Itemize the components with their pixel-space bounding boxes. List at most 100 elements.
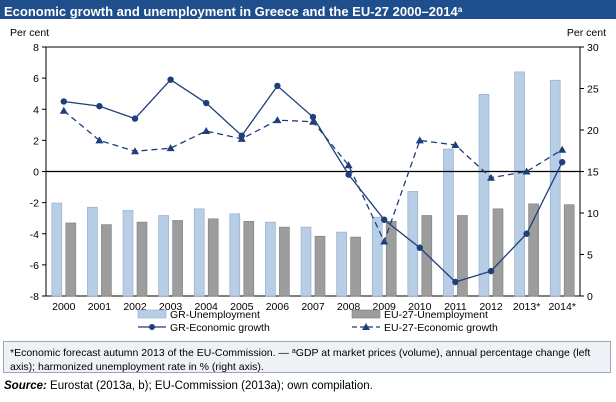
point-eu27-growth <box>237 134 246 142</box>
left-tick-label: 0 <box>33 167 39 179</box>
left-tick-label: 6 <box>33 73 39 85</box>
right-tick-label: 30 <box>587 42 599 54</box>
point-eu27-growth <box>558 145 567 153</box>
point-eu27-growth <box>380 237 389 245</box>
chart-title: Economic growth and unemployment in Gree… <box>0 0 616 19</box>
point-eu27-growth <box>415 136 424 144</box>
bar-gr-unemployment <box>158 215 169 297</box>
bar-gr-unemployment <box>193 208 205 297</box>
bar-eu27-unemployment <box>350 236 361 297</box>
x-tick-label: 2001 <box>88 301 112 313</box>
chart-footnote: *Economic forecast autumn 2013 of the EU… <box>3 341 611 373</box>
bar-gr-unemployment <box>336 231 347 297</box>
bar-eu27-unemployment <box>563 204 575 297</box>
left-tick-label: -2 <box>30 198 39 210</box>
point-eu27-growth <box>344 161 353 169</box>
x-tick-label: 2006 <box>266 301 290 313</box>
legend-marker <box>149 324 155 330</box>
point-gr-growth <box>487 267 495 275</box>
bar-eu27-unemployment <box>172 220 183 297</box>
point-eu27-growth <box>522 167 531 175</box>
bar-gr-unemployment <box>87 206 98 297</box>
point-eu27-growth <box>273 116 282 124</box>
point-eu27-growth <box>131 147 139 155</box>
left-tick-label: 8 <box>33 42 39 54</box>
left-tick-label: -4 <box>30 229 39 241</box>
left-axis-label: Per cent <box>10 27 49 39</box>
point-gr-growth <box>60 98 67 105</box>
point-gr-growth <box>309 113 317 121</box>
legend-label: GR-Unemployment <box>170 309 260 321</box>
x-tick-label: 2012 <box>479 301 503 313</box>
x-tick-label: 2013* <box>513 301 540 313</box>
bar-eu27-unemployment <box>101 224 112 297</box>
legend-marker <box>362 323 370 330</box>
point-gr-growth <box>274 82 281 90</box>
point-eu27-growth <box>309 117 317 125</box>
legend-swatch <box>351 309 381 319</box>
right-tick-label: 10 <box>587 208 599 220</box>
point-eu27-growth <box>166 144 175 152</box>
left-tick-label: -8 <box>30 291 39 303</box>
point-gr-growth <box>96 102 103 110</box>
point-eu27-growth <box>95 136 104 144</box>
legend-label: EU-27-Economic growth <box>384 322 498 334</box>
right-tick-label: 0 <box>587 291 593 303</box>
source-label: Source: <box>4 380 47 392</box>
point-gr-growth <box>381 216 388 223</box>
right-tick-label: 20 <box>587 125 599 137</box>
point-gr-growth <box>345 171 352 178</box>
point-eu27-growth <box>451 141 460 149</box>
bar-gr-unemployment <box>265 221 276 297</box>
bar-gr-unemployment <box>122 210 134 297</box>
bar-eu27-unemployment <box>207 218 219 297</box>
point-gr-growth <box>452 278 459 286</box>
x-tick-label: 2011 <box>444 301 467 313</box>
point-gr-growth <box>523 230 530 237</box>
x-tick-label: 2014* <box>548 301 575 313</box>
bar-gr-unemployment <box>229 213 241 297</box>
legend-label: GR-Economic growth <box>170 322 270 334</box>
bar-gr-unemployment <box>300 226 312 297</box>
bar-eu27-unemployment <box>65 222 77 297</box>
bar-eu27-unemployment <box>492 208 504 297</box>
right-axis-label: Per cent <box>567 27 606 39</box>
bar-eu27-unemployment <box>136 221 148 297</box>
legend-label: EU-27-Unemployment <box>384 309 488 321</box>
point-gr-growth <box>203 99 210 107</box>
bar-eu27-unemployment <box>314 235 326 297</box>
bar-gr-unemployment <box>478 94 490 297</box>
right-tick-label: 25 <box>587 84 599 96</box>
bar-eu27-unemployment <box>421 215 433 297</box>
right-tick-label: 5 <box>587 250 593 262</box>
right-tick-label: 15 <box>587 167 599 179</box>
point-eu27-growth <box>487 173 495 181</box>
point-eu27-growth <box>202 127 211 135</box>
legend-swatch <box>137 309 167 319</box>
bar-gr-unemployment <box>407 191 419 297</box>
bar-eu27-unemployment <box>528 203 539 297</box>
point-gr-growth <box>131 115 139 122</box>
x-tick-label: 2007 <box>301 301 325 313</box>
bar-gr-unemployment <box>51 202 63 297</box>
bar-eu27-unemployment <box>243 221 255 297</box>
left-tick-label: -6 <box>30 260 39 272</box>
x-tick-label: 2005 <box>230 301 254 313</box>
point-eu27-growth <box>59 106 68 114</box>
x-tick-label: 2000 <box>52 301 76 313</box>
bar-eu27-unemployment <box>279 226 290 297</box>
x-tick-label: 2004 <box>195 301 219 313</box>
x-tick-label: 2010 <box>408 301 432 313</box>
point-gr-growth <box>416 244 423 251</box>
bar-gr-unemployment <box>371 216 383 297</box>
chart-area: Per cent Per cent 8 6 4 2 0 -2 -4 -6 -8 30 25 20 15 10 5… <box>0 19 616 341</box>
source-text: Eurostat (2013a, b); EU-Commission (2013… <box>46 380 373 392</box>
left-tick-label: 2 <box>33 135 39 147</box>
bar-gr-unemployment <box>549 79 561 297</box>
bar-gr-unemployment <box>514 71 525 297</box>
bar-eu27-unemployment <box>457 215 468 297</box>
point-gr-growth <box>167 76 174 83</box>
point-gr-growth <box>559 158 566 166</box>
bar-gr-unemployment <box>443 148 454 297</box>
left-tick-label: 4 <box>33 104 39 116</box>
